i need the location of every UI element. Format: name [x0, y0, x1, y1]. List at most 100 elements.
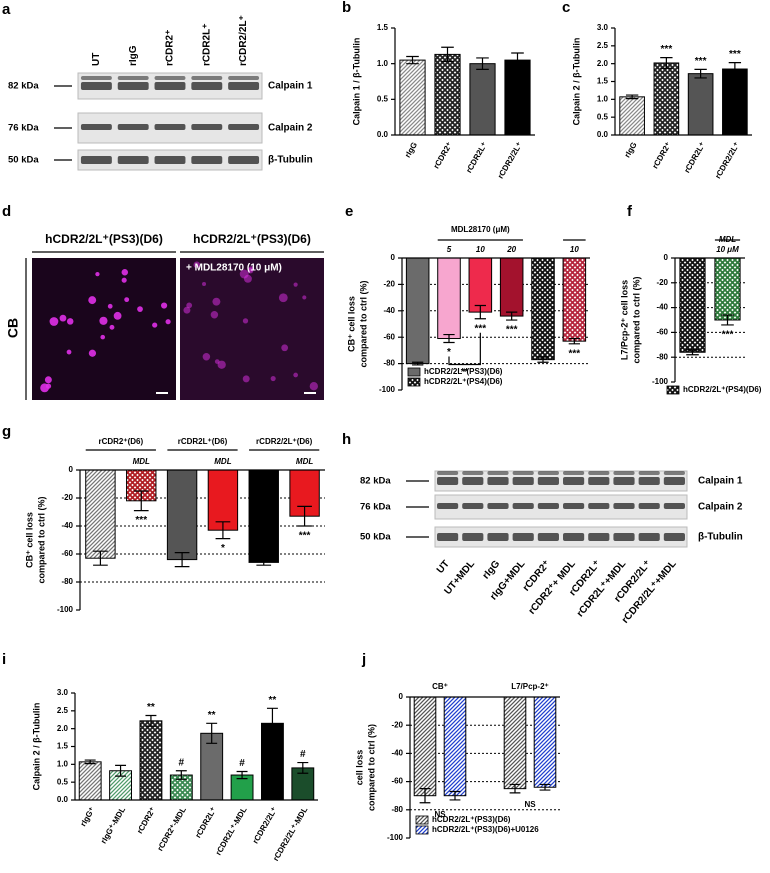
error-bar	[419, 788, 431, 804]
bar	[562, 257, 587, 342]
y-tick-label: -20	[61, 493, 73, 502]
group-header: CB⁺	[432, 682, 448, 691]
marker-label: 82 kDa	[360, 476, 391, 487]
significance: ***	[722, 330, 734, 341]
y-tick-label: 1.0	[597, 94, 609, 103]
band	[512, 477, 534, 485]
band	[512, 533, 534, 541]
group-header: rCDR2/2L⁺(D6)	[256, 437, 313, 446]
error-bar	[449, 790, 461, 801]
cell	[45, 383, 52, 389]
cell	[152, 322, 158, 328]
y-tick-label: -40	[391, 749, 403, 758]
bar-header: MDL	[133, 457, 150, 466]
panel-letter: j	[361, 651, 366, 668]
cell	[109, 324, 115, 330]
legend-label: hCDR2/2L⁺(PS3)(D6)	[432, 815, 511, 824]
group-note: NS	[434, 810, 446, 819]
panel-letter: c	[562, 0, 570, 16]
bar-header: 20	[506, 245, 516, 254]
error-bar	[721, 314, 734, 326]
y-tick-label: 0	[391, 253, 396, 262]
bar-header: 10 μM	[716, 245, 739, 254]
row-label: β-Tubulin	[698, 532, 743, 543]
row-label: Calpain 2	[698, 502, 743, 513]
error-bar	[539, 783, 551, 791]
y-tick-label: 0.0	[57, 795, 69, 804]
region-label: CB	[5, 318, 21, 338]
band	[563, 471, 585, 475]
x-tick-label: rCDR2L⁺	[464, 141, 489, 175]
y-axis-label: CB⁺ cell loss	[346, 296, 356, 352]
cell	[183, 306, 191, 314]
y-tick-label: -80	[61, 577, 73, 586]
y-tick-label: 0.5	[597, 112, 609, 121]
cell	[186, 302, 193, 309]
error-bar	[256, 559, 272, 566]
error-bar	[474, 304, 486, 320]
x-tick-label: rCDR2L⁺-MDL	[214, 805, 249, 856]
cell	[212, 297, 221, 306]
cell	[243, 274, 252, 283]
x-tick-label: rIgG⁺	[79, 806, 97, 828]
band	[154, 82, 186, 90]
error-bar	[476, 57, 489, 70]
band	[462, 471, 484, 475]
panel-letter: b	[342, 0, 351, 16]
cell	[49, 317, 59, 326]
band	[487, 533, 509, 541]
group-note: NS	[524, 800, 536, 809]
y-tick-label: 2.5	[597, 41, 609, 50]
bar	[78, 761, 102, 801]
band	[437, 533, 459, 541]
y-tick-label: -40	[61, 521, 73, 530]
bar	[413, 696, 437, 797]
panel-letter: d	[2, 203, 11, 220]
significance: **	[147, 702, 155, 713]
lane-label: UT	[435, 559, 452, 576]
band	[487, 477, 509, 485]
band	[462, 503, 484, 509]
band	[638, 471, 660, 475]
band	[537, 533, 559, 541]
x-tick-label: rCDR2⁺	[432, 141, 454, 171]
row-label: Calpain 1	[268, 81, 313, 92]
x-tick-label: rCDR2⁺	[135, 806, 157, 836]
band	[191, 76, 223, 80]
band	[80, 76, 112, 80]
group-header: L7/Pcp-2⁺	[511, 682, 549, 691]
bar	[443, 696, 467, 797]
bar	[653, 62, 680, 136]
y-tick-label: -60	[656, 328, 668, 337]
cell	[193, 261, 201, 269]
marker-label: 50 kDa	[8, 155, 39, 166]
lane-label: UT	[91, 53, 102, 66]
error-bar	[236, 770, 248, 780]
x-tick-label: rCDR2/2L⁺-MDL	[271, 805, 309, 862]
error-bar	[133, 490, 149, 512]
band	[117, 156, 149, 164]
error-bar	[145, 714, 157, 727]
cell	[293, 282, 298, 287]
bar-header: 10	[476, 245, 485, 254]
error-bar	[115, 764, 127, 777]
cell	[99, 316, 108, 325]
band	[613, 503, 635, 509]
band	[487, 471, 509, 475]
y-tick-label: 3.0	[57, 688, 69, 697]
image-title: hCDR2/2L⁺(PS3)(D6)	[193, 232, 311, 246]
y-tick-label: -100	[652, 377, 669, 386]
blot-strip	[434, 526, 688, 548]
y-tick-label: -20	[391, 720, 403, 729]
bar	[85, 469, 116, 559]
significance: ***	[135, 515, 147, 526]
significance: ***	[299, 531, 311, 542]
x-tick-label: rCDR2/2L⁺	[496, 141, 524, 181]
bar-header: 5	[447, 245, 452, 254]
y-tick-label: -100	[57, 605, 74, 614]
micrograph	[32, 258, 176, 400]
band	[638, 503, 660, 509]
bar	[499, 257, 524, 317]
band	[537, 477, 559, 485]
y-tick-label: 1.5	[377, 23, 389, 32]
